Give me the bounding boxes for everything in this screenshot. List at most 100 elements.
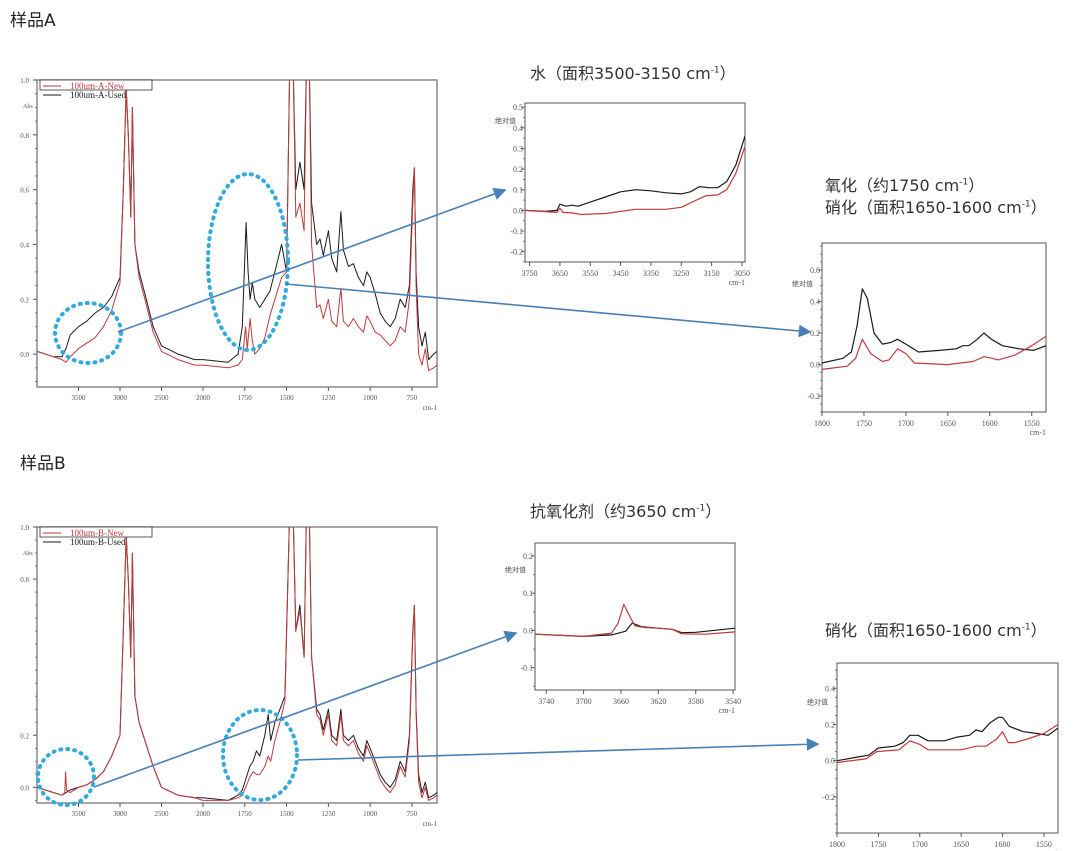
x-tick-label: 3740 [538,697,554,706]
x-tick-label: 1500 [280,810,295,818]
series-New [535,603,735,637]
highlight-antioxidant-region-b [36,747,96,807]
y-axis-label: 绝对值 [505,565,526,574]
y-tick-label: 1.0 [20,524,29,532]
y-tick-label: 0.2 [523,552,533,561]
y-tick-label: 0.2 [513,165,523,174]
x-tick-label: 3550 [582,269,598,278]
y-tick-label: 0.0 [20,351,29,359]
title-oxidation: 氧化（约1750 cm-1） [825,176,985,195]
y-tick-label: 0.8 [20,132,29,140]
arrow-water [117,187,507,333]
y-tick-label: 0.0 [513,206,523,215]
legend-box [39,79,153,91]
y-tick-label: 0.6 [20,187,29,195]
legend-label: 100um-A-New [70,81,125,91]
y-tick-label: -0.2 [807,392,820,401]
y-tick-label: -0.2 [822,793,835,802]
series-New [822,335,1046,370]
legend-label: 100um-A-Used [70,90,126,100]
x-tick-label: 1600 [995,840,1011,849]
insetA1-chart: 0.5 0.4 0.3 0.2 0.1 0.0 -0.1 -0.2 3750 3650 3550 34… [495,102,750,287]
x-axis-label: cm-1 [729,278,745,287]
arrow-oxidation [285,283,812,338]
x-tick-label: 3750 [522,269,538,278]
series-Used [525,135,745,212]
y-tick-label: 0.0 [810,361,820,370]
plot-frame [534,542,736,691]
x-tick-label: 2000 [196,394,211,402]
y-tick-label: 0.4 [513,124,523,133]
y-tick-label: -0.2 [510,248,523,257]
x-tick-label: 1800 [814,419,830,428]
y-tick-label: 0.0 [20,784,29,792]
x-tick-label: 3700 [576,697,592,706]
x-tick-label: 3000 [113,394,128,402]
x-tick-label: 3500 [72,810,87,818]
x-tick-label: 3650 [552,269,568,278]
sample-a-label: 样品A [10,11,56,31]
series-New [837,723,1058,764]
y-tick-label: 0.2 [20,732,29,740]
arrow-antioxidant [93,630,518,788]
y-tick-label: 0.6 [810,266,820,275]
y-tick-label: 0.4 [20,241,29,249]
y-tick-label: 1.0 [20,77,29,85]
x-tick-label: 1650 [940,419,956,428]
x-tick-label: 2000 [196,810,211,818]
x-axis-label: cm-1 [719,706,735,715]
series-100um-A-New [37,80,437,372]
insetB2-chart: 0.4 0.2 0.0 -0.2 1800 1750 1700 1650 1600 1550cm-… [807,662,1059,851]
series-Used [822,288,1046,364]
y-axis-label: 绝对值 [807,697,828,706]
x-tick-label: 1650 [953,840,969,849]
y-tick-label: 0.8 [20,576,29,584]
plot-frame [821,242,1047,413]
highlight-ellipses [36,172,299,807]
x-tick-label: 1250 [321,394,336,402]
plot-frame [524,102,746,263]
sample-b-label: 样品B [20,454,66,474]
highlight-oxidation-region-a [206,172,290,352]
x-tick-label: 1000 [363,810,378,818]
series-100um-B-New [37,527,437,801]
x-tick-label: 2500 [155,810,170,818]
x-tick-label: 3350 [643,269,659,278]
x-tick-label: 1250 [321,810,336,818]
title-water: 水（面积3500-3150 cm-1） [530,64,736,83]
highlight-nitration-region-b [221,708,299,802]
title-antioxidant: 抗氧化剂（约3650 cm-1） [530,502,722,521]
x-tick-label: 3050 [734,269,750,278]
plot-frame [36,79,438,388]
x-tick-label: 1000 [363,394,378,402]
x-tick-label: 3000 [113,810,128,818]
y-axis-label: 绝对值 [792,279,813,288]
series-New [525,146,745,216]
x-tick-label: 1550 [1036,840,1052,849]
x-tick-label: 3500 [72,394,87,402]
x-tick-label: 1700 [898,419,914,428]
y-tick-label: -0.1 [520,664,533,673]
x-tick-label: 1750 [238,394,253,402]
x-tick-label: 3450 [613,269,629,278]
x-axis-label: cm-1 [423,404,438,412]
x-tick-label: 3540 [725,697,741,706]
x-tick-label: 3250 [673,269,689,278]
plot-frame [836,662,1059,834]
x-tick-label: 3580 [688,697,704,706]
mainA-chart: 1.0 0.8 0.6 0.4 0.2 0.0 3500 3000 2500 2000 1750 15… [20,77,438,412]
x-axis-label: cm-1 [1030,428,1046,437]
x-axis-label: cm-1 [423,820,438,828]
legend-label: 100um-B-New [70,528,124,538]
y-tick-label: 0.2 [20,296,29,304]
x-tick-label: 750 [407,394,418,402]
x-tick-label: 1500 [280,394,295,402]
x-tick-label: 1750 [870,840,886,849]
x-tick-label: 3150 [704,269,720,278]
highlight-water-region-a [53,301,123,365]
x-tick-label: 3660 [613,697,629,706]
y-tick-label: 0.2 [810,329,820,338]
x-tick-label: 1750 [856,419,872,428]
